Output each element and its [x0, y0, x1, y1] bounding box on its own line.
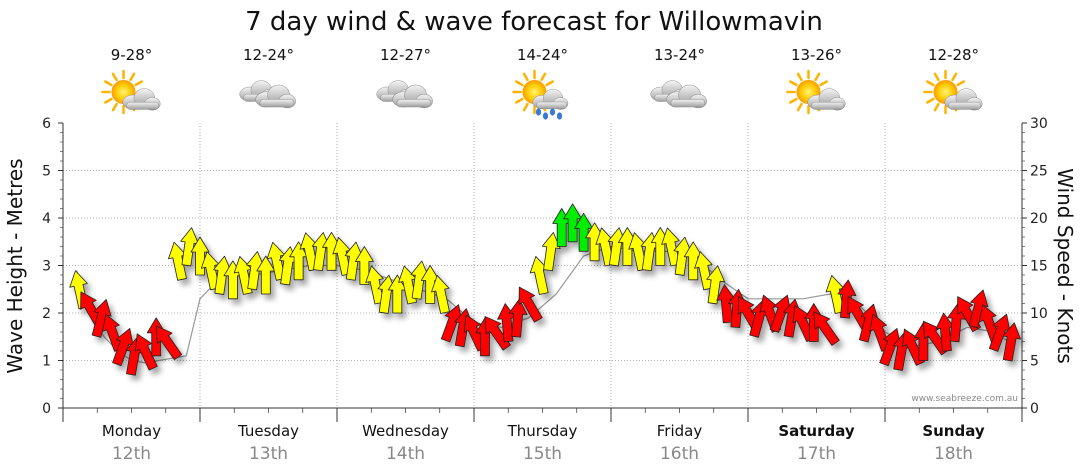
- left-tick-label: 3: [42, 259, 51, 275]
- wind-arrow: [91, 299, 112, 338]
- day-date: 13th: [249, 444, 288, 464]
- day-date: 18th: [934, 444, 973, 464]
- wind-arrow: [968, 289, 989, 329]
- wind-arrow: [155, 325, 183, 361]
- day-date: 12th: [112, 444, 151, 464]
- wind-arrow: [661, 227, 681, 267]
- day-name: Monday: [102, 422, 161, 440]
- rain-drop: [535, 108, 542, 116]
- partly-cloudy-icon: [101, 69, 161, 115]
- sun-ray: [819, 80, 828, 87]
- sun-ray: [956, 80, 965, 87]
- left-tick-label: 0: [42, 401, 51, 417]
- sun-ray: [926, 80, 935, 87]
- wind-arrow: [365, 265, 385, 305]
- left-tick-label: 1: [42, 354, 51, 370]
- wind-arrow: [541, 232, 561, 272]
- sun-ray: [926, 97, 935, 104]
- day-temperature: 12-24°: [243, 46, 294, 64]
- wind-arrows: [69, 203, 1021, 376]
- left-axis-title: Wave Height - Metres: [3, 158, 27, 373]
- wind-arrow: [813, 311, 840, 346]
- sun-ray: [104, 97, 113, 104]
- day-labels: Monday 12th Tuesday 13th Wednesday 14th Thursd…: [102, 422, 985, 464]
- wind-arrow: [134, 333, 158, 371]
- sun-ray: [933, 72, 940, 82]
- wind-arrow: [508, 298, 528, 338]
- day-date: 16th: [660, 444, 699, 464]
- left-tick-label: 4: [42, 211, 51, 227]
- day-date: 14th: [386, 444, 425, 464]
- cloudy-icon: [650, 80, 708, 109]
- sun-rain-icon: [512, 69, 569, 120]
- rain-drop: [556, 112, 563, 120]
- watermark: www.seabreeze.com.au: [911, 394, 1018, 404]
- day-temperature: 14-24°: [517, 46, 568, 64]
- sun-ray: [515, 97, 524, 104]
- left-tick-label: 2: [42, 306, 51, 322]
- sun-ray: [796, 102, 803, 112]
- sun-ray: [789, 80, 798, 87]
- day-temperature: 12-27°: [380, 46, 431, 64]
- wind-arrow: [431, 275, 450, 314]
- sun-ray: [522, 72, 529, 82]
- day-date: 17th: [797, 444, 836, 464]
- sun-ray: [111, 102, 118, 112]
- right-tick-label: 15: [1030, 259, 1048, 275]
- sun-ray: [515, 80, 524, 87]
- left-tick-label: 6: [42, 116, 51, 132]
- right-tick-label: 10: [1030, 306, 1048, 322]
- wind-arrow: [706, 265, 725, 305]
- sun-ray: [111, 72, 118, 82]
- wind-arrow: [947, 303, 966, 343]
- sun-ray: [522, 102, 529, 112]
- sun-ray: [129, 72, 136, 82]
- wind-arrow: [518, 286, 543, 323]
- sun-ray: [545, 80, 554, 87]
- sun-ray: [134, 80, 143, 87]
- day-name: Thursday: [507, 422, 578, 440]
- sun-ray: [104, 80, 113, 87]
- day-name: Friday: [657, 422, 703, 440]
- rain-drop: [542, 112, 549, 120]
- right-tick-label: 25: [1030, 164, 1048, 180]
- partly-cloudy-icon: [786, 69, 846, 115]
- axes: 0 1 2 3 4 5 6 0 5 10 15 20 25 30: [42, 116, 1048, 422]
- day-name: Wednesday: [362, 422, 449, 440]
- right-tick-label: 20: [1030, 211, 1048, 227]
- day-name: Tuesday: [237, 422, 299, 440]
- wind-arrow: [694, 251, 713, 291]
- chart-title: 7 day wind & wave forecast for Willowmav…: [245, 7, 823, 37]
- right-tick-label: 0: [1030, 401, 1039, 417]
- sun-ray: [933, 102, 940, 112]
- day-temperature: 12-28°: [928, 46, 979, 64]
- day-date: 15th: [523, 444, 562, 464]
- sun-ray: [540, 72, 547, 82]
- rain-drop: [549, 108, 556, 116]
- day-temperature: 9-28°: [111, 46, 153, 64]
- partly-cloudy-icon: [923, 69, 983, 115]
- sun-ray: [951, 72, 958, 82]
- cloudy-icon: [239, 80, 297, 109]
- day-temperature: 13-26°: [791, 46, 842, 64]
- right-tick-label: 30: [1030, 116, 1048, 132]
- day-name: Saturday: [778, 422, 855, 440]
- sun-ray: [796, 72, 803, 82]
- sun-ray: [789, 97, 798, 104]
- day-name: Sunday: [922, 422, 985, 440]
- left-tick-label: 5: [42, 164, 51, 180]
- wind-arrow: [837, 279, 857, 319]
- right-tick-label: 5: [1030, 354, 1039, 370]
- cloudy-icon: [376, 80, 434, 109]
- wind-arrow: [1002, 322, 1021, 362]
- day-temperature: 13-24°: [654, 46, 705, 64]
- right-axis-title: Wind Speed - Knots: [1053, 168, 1077, 364]
- daily-header: 9-28° 12-24° 12-27° 14-24° 13-24° 13-26° 12-28…: [101, 46, 983, 120]
- sun-ray: [814, 72, 821, 82]
